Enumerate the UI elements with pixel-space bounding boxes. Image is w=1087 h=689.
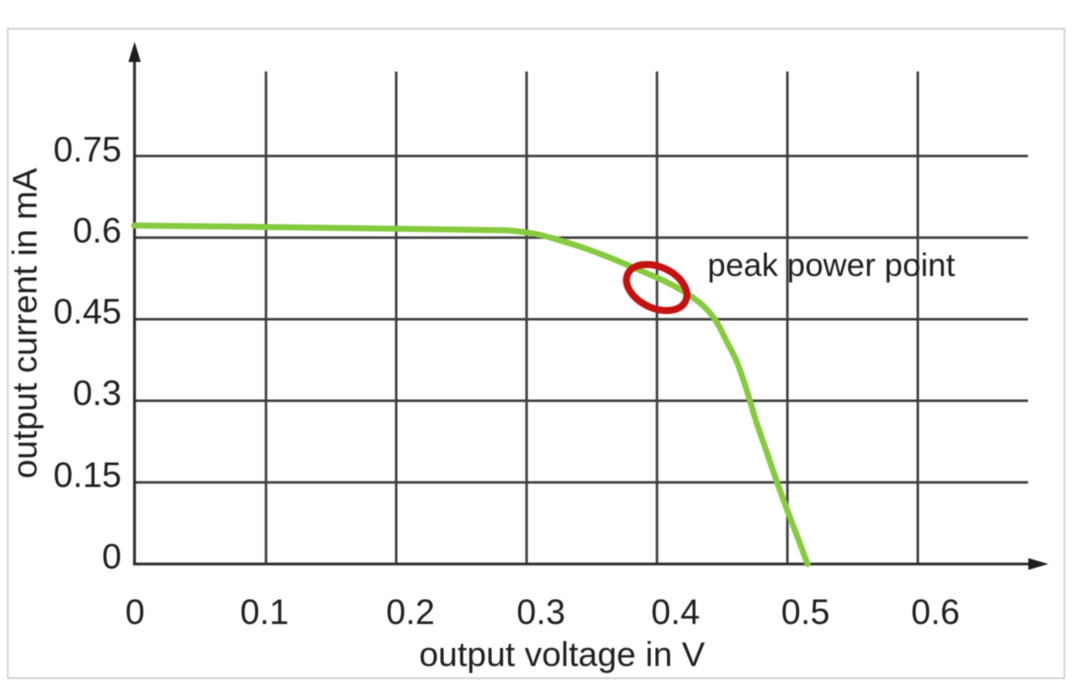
svg-text:0: 0	[102, 538, 121, 577]
svg-text:0.75: 0.75	[53, 131, 121, 170]
svg-text:0.4: 0.4	[651, 593, 700, 632]
svg-text:0.6: 0.6	[73, 212, 122, 251]
svg-text:0.1: 0.1	[240, 593, 289, 632]
svg-text:0.6: 0.6	[911, 593, 960, 632]
svg-text:0.3: 0.3	[517, 593, 566, 632]
svg-text:0.2: 0.2	[386, 593, 435, 632]
svg-text:0.45: 0.45	[53, 293, 121, 332]
svg-text:0: 0	[125, 593, 144, 632]
svg-text:0.5: 0.5	[781, 593, 830, 632]
svg-text:output current in mA: output current in mA	[7, 168, 45, 479]
svg-text:peak power point: peak power point	[708, 247, 956, 283]
svg-text:0.15: 0.15	[53, 456, 121, 495]
svg-text:output voltage in V: output voltage in V	[419, 636, 705, 674]
svg-text:0.3: 0.3	[73, 374, 122, 413]
